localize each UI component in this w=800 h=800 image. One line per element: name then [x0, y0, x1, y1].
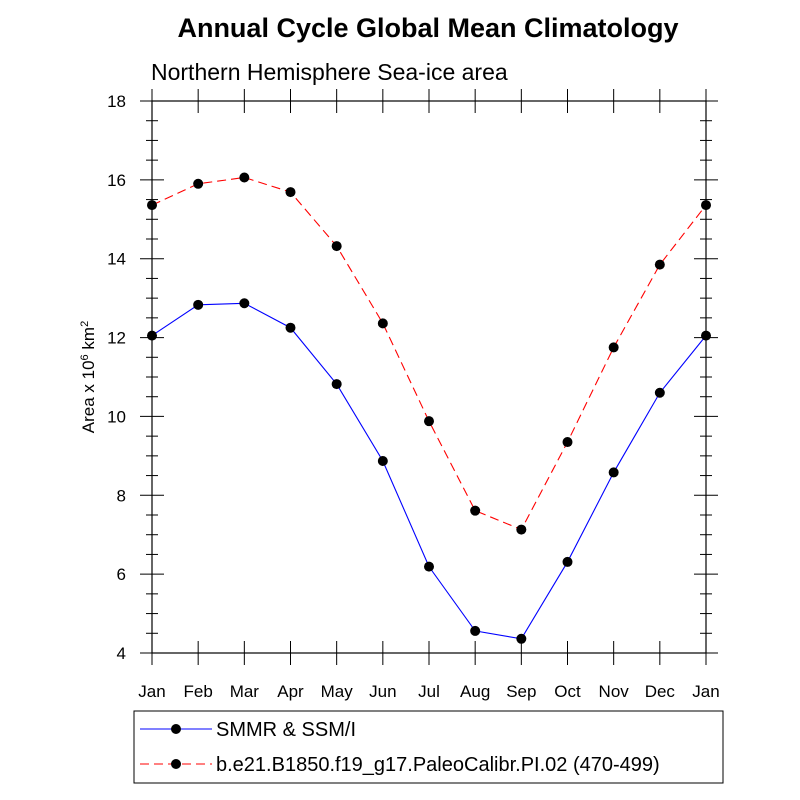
data-point-series-1 [516, 524, 527, 535]
y-axis-label-exp2: 2 [79, 321, 91, 327]
y-tick-label: 18 [107, 92, 126, 111]
series-line-0 [151, 302, 707, 640]
data-point-series-1 [470, 505, 481, 516]
x-tick-label: Feb [184, 682, 213, 701]
x-tick-label: Jan [138, 682, 165, 701]
y-tick-label: 6 [117, 565, 126, 584]
y-axis-label-prefix: Area x 10 [79, 360, 98, 433]
data-point-series-0 [193, 299, 204, 310]
chart-title: Annual Cycle Global Mean Climatology [177, 13, 678, 43]
legend-label-model: b.e21.B1850.f19_g17.PaleoCalibr.PI.02 (4… [216, 754, 660, 776]
y-tick-label: 14 [107, 250, 126, 269]
series-line-1 [151, 176, 707, 531]
legend-box [133, 710, 724, 784]
legend-marker-smmr [171, 724, 181, 734]
x-tick-label: Jul [418, 682, 440, 701]
y-axis-label: Area x 106 km2 [79, 321, 98, 433]
x-tick-label: May [321, 682, 354, 701]
x-tick-label: Mar [230, 682, 260, 701]
data-point-series-0 [654, 387, 665, 398]
data-point-series-0 [377, 455, 388, 466]
y-tick-label: 10 [107, 407, 126, 426]
data-point-series-0 [285, 322, 296, 333]
y-tick-label: 8 [117, 486, 126, 505]
data-point-series-1 [654, 259, 665, 270]
x-tick-labels: Jan Feb Mar Apr May Jun Jul Aug Sep Oct Nov Dec Jan [138, 682, 719, 701]
x-tick-label: Nov [599, 682, 630, 701]
x-tick-label: Apr [277, 682, 304, 701]
legend-label-smmr: SMMR & SSM/I [216, 719, 356, 741]
data-point-series-1 [424, 416, 434, 427]
plot-series [147, 172, 711, 644]
legend: SMMR & SSM/I b.e21.B1850.f19_g17.PaleoCa… [133, 710, 724, 784]
x-tick-label: Sep [506, 682, 536, 701]
data-point-series-0 [331, 379, 342, 390]
y-axis-label-exp1: 6 [79, 354, 91, 360]
axis-ticks [140, 89, 718, 665]
y-tick-label: 16 [107, 171, 126, 190]
data-point-series-0 [239, 298, 250, 309]
data-point-series-1 [562, 437, 573, 448]
x-tick-label: Aug [460, 682, 490, 701]
x-tick-label: Oct [554, 682, 581, 701]
y-tick-label: 12 [107, 329, 126, 348]
y-tick-labels: 4 6 8 10 12 14 16 18 [107, 92, 126, 663]
data-point-series-0 [470, 625, 481, 636]
chart-subtitle: Northern Hemisphere Sea-ice area [151, 59, 508, 85]
data-point-series-0 [562, 556, 573, 567]
data-point-series-1 [608, 342, 619, 353]
data-point-series-1 [193, 178, 204, 189]
legend-marker-model [171, 759, 181, 769]
plot-frame [151, 100, 707, 654]
data-point-series-1 [331, 241, 342, 252]
y-axis-label-mid: km [79, 327, 98, 354]
data-point-series-1 [377, 318, 388, 329]
x-tick-label: Jan [692, 682, 719, 701]
data-point-series-1 [239, 172, 250, 183]
x-tick-label: Dec [645, 682, 676, 701]
data-point-series-1 [285, 187, 296, 198]
y-tick-label: 4 [117, 644, 126, 663]
data-point-series-0 [424, 561, 434, 572]
x-tick-label: Jun [369, 682, 396, 701]
data-point-series-0 [608, 467, 619, 478]
data-point-series-0 [516, 633, 527, 644]
